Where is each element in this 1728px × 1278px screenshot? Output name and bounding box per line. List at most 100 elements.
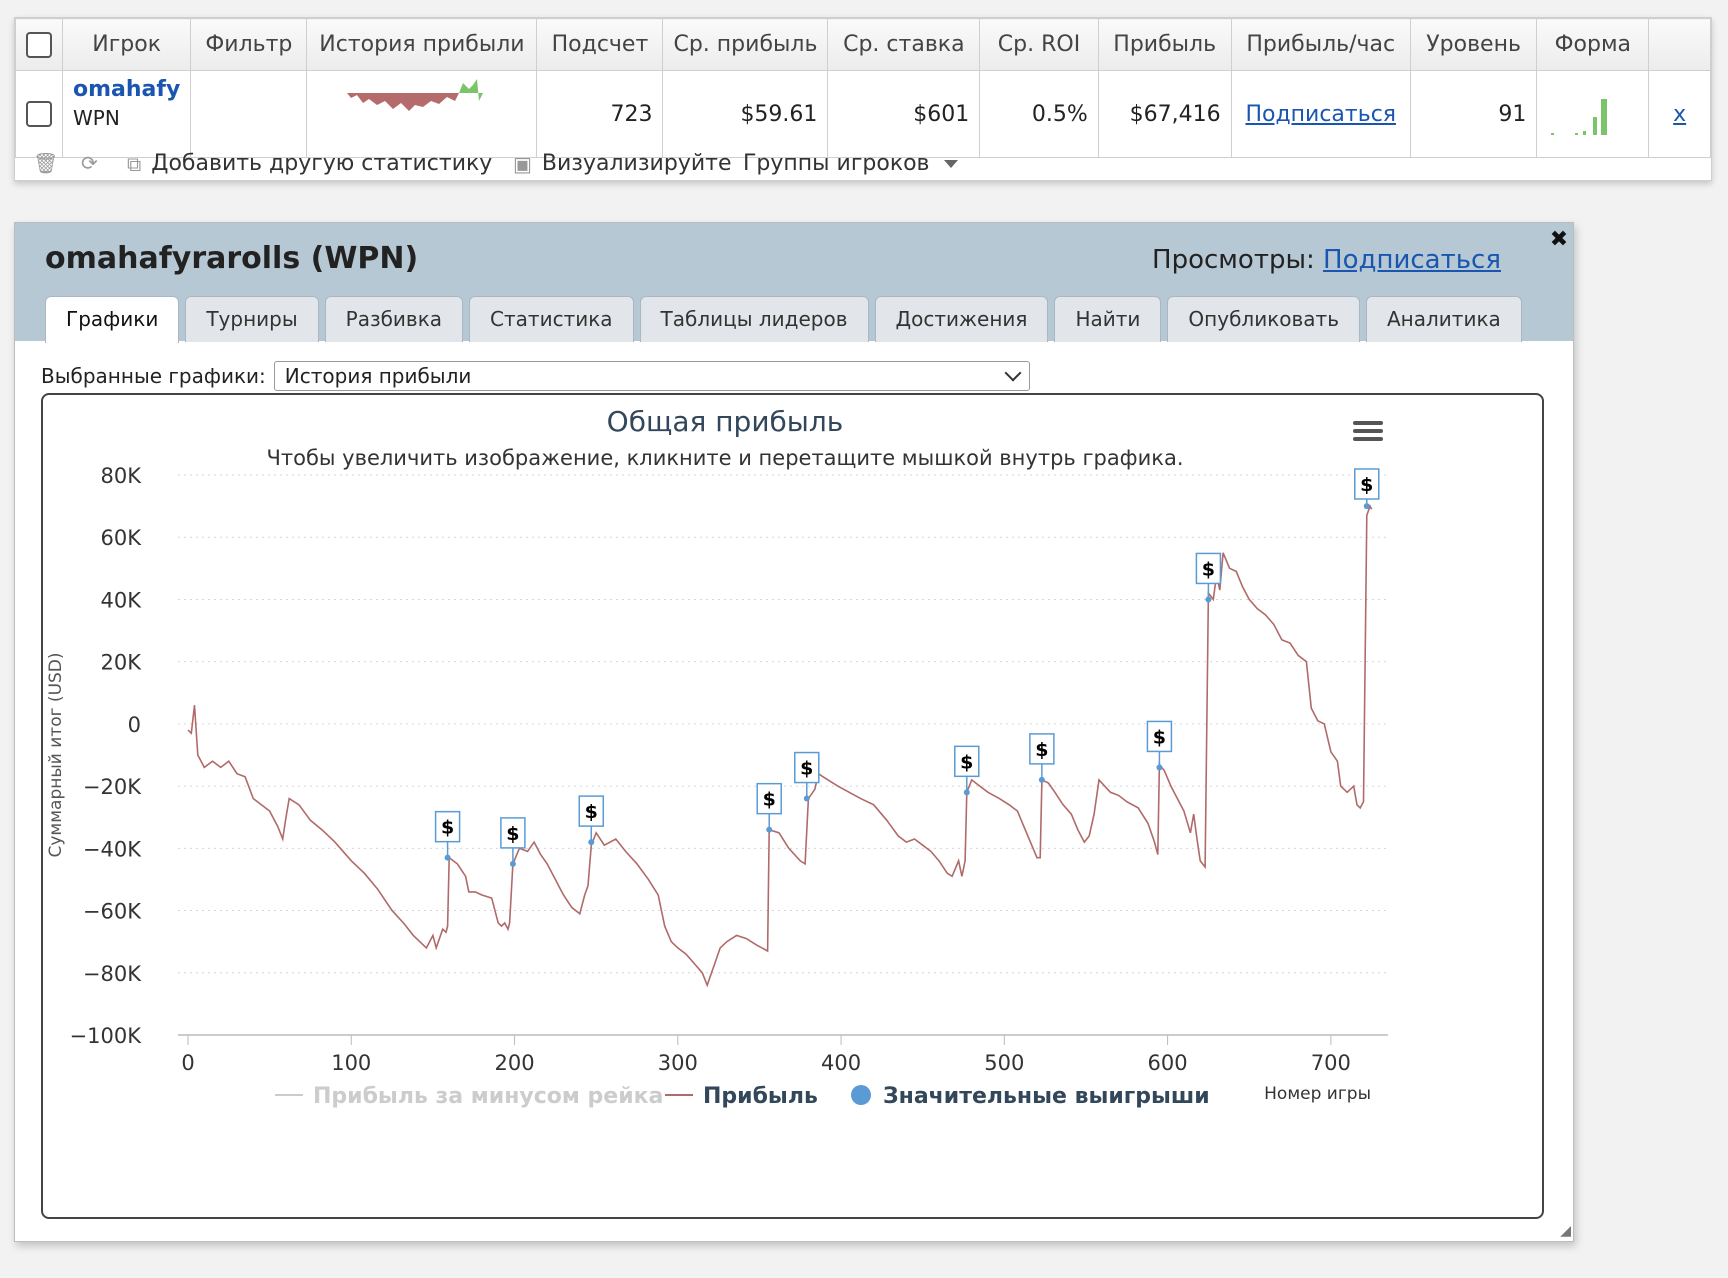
table-row: omahafy WPN 723 $59.61 $601 0.5% $67,416… (15, 70, 1711, 158)
player-link[interactable]: omahafy (73, 77, 181, 102)
select-all-checkbox[interactable] (26, 31, 52, 58)
big-win-flag (500, 817, 526, 849)
x-tick-label: 400 (821, 1051, 861, 1075)
y-tick-label: −60K (83, 900, 142, 924)
profit-hour-subscribe-link[interactable]: Подписаться (1245, 101, 1397, 127)
x-tick-label: 300 (658, 1051, 698, 1075)
profit-hour-cell: Подписаться (1230, 70, 1411, 158)
legend-swatch-big-wins (851, 1085, 871, 1105)
visualize-button[interactable]: ▣ Визуализируйте (513, 151, 731, 176)
x-tick-label: 0 (181, 1051, 194, 1075)
col-header-form[interactable]: Форма (1536, 18, 1650, 71)
profile-header: omahafyrarolls (WPN) Просмотры: Подписат… (15, 223, 1573, 343)
tab-statistics[interactable]: Статистика (469, 296, 634, 342)
big-win-flag (756, 782, 782, 815)
big-win-flag-label: $ (1202, 558, 1215, 580)
tab-publish[interactable]: Опубликовать (1167, 296, 1360, 342)
big-win-flag (794, 751, 820, 784)
chart-selector-row: Выбранные графики: История прибыли (41, 361, 1030, 391)
close-icon[interactable]: ✖ (1549, 227, 1569, 252)
col-header-player[interactable]: Игрок (61, 18, 192, 71)
tab-breakdown[interactable]: Разбивка (324, 296, 464, 342)
col-header-profit[interactable]: Прибыль (1097, 18, 1232, 71)
y-tick-label: −40K (83, 837, 142, 861)
tab-find[interactable]: Найти (1054, 296, 1162, 342)
col-header-avg-roi[interactable]: Ср. ROI (979, 18, 1099, 71)
tab-achievements[interactable]: Достижения (874, 296, 1049, 342)
tab-charts[interactable]: Графики (45, 296, 180, 343)
profit-chart-svg[interactable]: Общая прибыль Чтобы увеличить изображение… (43, 395, 1546, 1221)
col-header-filter[interactable]: Фильтр (190, 18, 308, 71)
big-win-flag-label: $ (763, 789, 776, 811)
x-axis-label: Номер игры (1264, 1084, 1371, 1104)
tab-leaderboards[interactable]: Таблицы лидеров (639, 296, 869, 342)
select-all-cell (15, 18, 63, 71)
table-toolbar: 🗑 ⟳ ⧉ Добавить другую статистику ▣ Визуали… (15, 151, 1711, 181)
remove-row-link[interactable]: x (1673, 101, 1687, 127)
count-value: 723 (536, 70, 664, 158)
profit-history-sparkline[interactable] (306, 70, 538, 158)
delete-button[interactable]: 🗑 (33, 151, 58, 175)
big-win-flag (954, 745, 980, 778)
y-tick-label: 60K (101, 526, 143, 550)
col-header-level[interactable]: Уровень (1409, 18, 1538, 71)
big-win-flag (1354, 468, 1380, 500)
y-tick-label: −80K (83, 962, 142, 986)
profit-chart[interactable]: Общая прибыль Чтобы увеличить изображение… (41, 393, 1544, 1219)
row-checkbox[interactable] (26, 101, 52, 127)
chart-selector[interactable]: История прибыли (273, 361, 1030, 391)
menu-bar (1353, 437, 1383, 441)
form-sparkline-svg (1551, 99, 1608, 135)
big-win-flag-label: $ (506, 823, 519, 845)
player-cell: omahafy WPN (61, 70, 192, 158)
form-bar (1593, 117, 1598, 135)
big-win-point (803, 795, 810, 802)
col-header-profit-hour[interactable]: Прибыль/час (1230, 18, 1411, 71)
remove-cell: x (1648, 70, 1711, 158)
col-header-profit-history[interactable]: История прибыли (306, 18, 538, 71)
table-header-row: Игрок Фильтр История прибыли Подсчет Ср.… (15, 18, 1711, 71)
tab-tournaments[interactable]: Турниры (185, 296, 319, 342)
tab-analytics[interactable]: Аналитика (1366, 296, 1522, 342)
views-subscribe-link[interactable]: Подписаться (1323, 245, 1501, 275)
resize-handle-icon[interactable]: ◢ (1560, 1223, 1571, 1239)
y-tick-label: 0 (128, 713, 141, 737)
form-bar (1601, 99, 1608, 135)
refresh-button[interactable]: ⟳ (81, 151, 98, 175)
player-groups-dropdown[interactable]: Группы игроков (743, 151, 958, 176)
add-stat-button[interactable]: ⧉ Добавить другую статистику (127, 151, 492, 176)
player-groups-label: Группы игроков (743, 151, 930, 176)
big-win-point (1205, 596, 1212, 603)
col-header-count[interactable]: Подсчет (536, 18, 664, 71)
y-tick-label: −20K (83, 775, 142, 799)
series-line-profit (187, 504, 1373, 988)
add-stat-label: Добавить другую статистику (151, 151, 493, 176)
views-label: Просмотры: (1152, 245, 1315, 275)
profile-tabs: Графики Турниры Разбивка Статистика Табл… (45, 296, 1522, 343)
col-header-avg-stake[interactable]: Ср. ставка (827, 18, 981, 71)
filter-cell[interactable] (190, 70, 308, 158)
form-bar (1575, 133, 1579, 135)
big-win-flag-label: $ (800, 758, 813, 780)
col-header-avg-profit[interactable]: Ср. прибыль (662, 18, 829, 71)
row-checkbox-cell (15, 70, 63, 158)
x-tick-label: 200 (494, 1051, 534, 1075)
form-bar (1551, 133, 1555, 135)
form-sparkline[interactable] (1536, 70, 1650, 158)
big-win-point (963, 789, 970, 796)
legend-label-big-wins: Значительные выигрыши (883, 1084, 1210, 1109)
refresh-icon: ⟳ (81, 151, 98, 175)
profit-value: $67,416 (1097, 70, 1232, 158)
legend-label-net-profit: Прибыль за минусом рейка (313, 1084, 663, 1109)
big-win-point (509, 860, 516, 867)
big-win-point (1363, 503, 1370, 510)
chart-menu-icon[interactable] (1353, 421, 1383, 441)
big-win-flag-label: $ (960, 751, 973, 773)
big-win-flag (1029, 733, 1055, 765)
player-profile-window: omahafyrarolls (WPN) Просмотры: Подписат… (14, 222, 1574, 1242)
col-header-empty (1648, 18, 1711, 71)
big-win-flag-label: $ (1035, 739, 1048, 761)
menu-bar (1353, 421, 1383, 425)
sparkline-positive (459, 79, 484, 101)
big-win-point (766, 826, 773, 833)
